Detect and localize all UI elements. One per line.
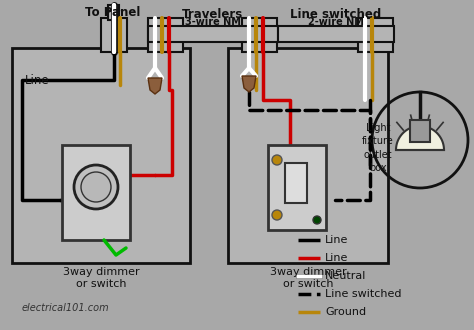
Text: 3way dimmer
or switch: 3way dimmer or switch — [270, 267, 346, 289]
Bar — [62, 145, 130, 240]
Text: To Panel: To Panel — [85, 6, 141, 19]
Bar — [148, 18, 183, 52]
Text: Light
fixture
outlet
box: Light fixture outlet box — [362, 123, 394, 173]
Bar — [358, 18, 393, 52]
Text: 3way dimmer
or switch: 3way dimmer or switch — [63, 267, 139, 289]
Bar — [410, 120, 430, 142]
Text: Ground: Ground — [325, 307, 366, 317]
Text: 3-wire NM: 3-wire NM — [185, 17, 241, 27]
Bar — [285, 163, 307, 203]
Text: Line: Line — [325, 253, 348, 263]
Circle shape — [74, 165, 118, 209]
Text: Line switched: Line switched — [291, 8, 382, 20]
Bar — [12, 48, 190, 263]
Polygon shape — [242, 76, 256, 92]
Text: Line: Line — [325, 235, 348, 245]
Bar — [101, 18, 127, 52]
Text: Neutral: Neutral — [325, 271, 366, 281]
Circle shape — [272, 210, 282, 220]
Bar — [278, 26, 394, 42]
Bar — [242, 18, 277, 52]
Bar — [228, 48, 388, 263]
Polygon shape — [396, 126, 444, 150]
Bar — [108, 5, 119, 20]
Bar — [148, 26, 278, 42]
Text: Travelers: Travelers — [182, 8, 244, 20]
Circle shape — [272, 155, 282, 165]
Circle shape — [81, 172, 111, 202]
Text: 2-wire NM: 2-wire NM — [308, 17, 364, 27]
Bar — [268, 145, 326, 230]
Text: Line switched: Line switched — [325, 289, 401, 299]
Circle shape — [313, 216, 321, 224]
Text: Line: Line — [25, 74, 50, 86]
Text: electrical101.com: electrical101.com — [22, 303, 109, 313]
Polygon shape — [148, 78, 162, 94]
